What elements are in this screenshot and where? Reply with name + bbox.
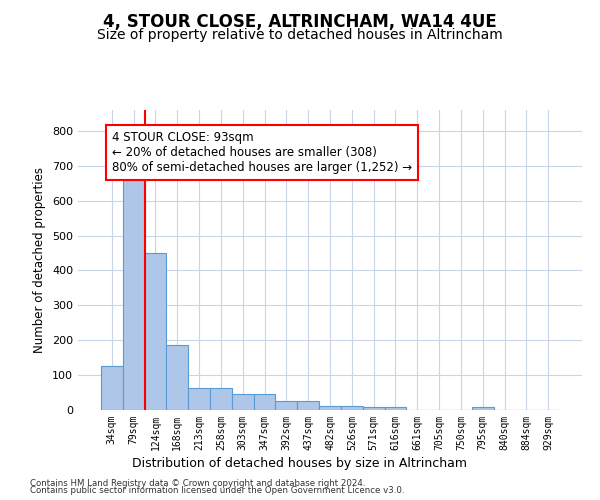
Bar — [319, 406, 341, 410]
Bar — [254, 394, 275, 410]
Text: Distribution of detached houses by size in Altrincham: Distribution of detached houses by size … — [133, 458, 467, 470]
Text: Contains public sector information licensed under the Open Government Licence v3: Contains public sector information licen… — [30, 486, 404, 495]
Bar — [166, 346, 188, 410]
Bar — [210, 388, 232, 410]
Bar — [341, 406, 363, 410]
Bar — [101, 366, 123, 410]
Bar — [472, 407, 494, 410]
Text: 4, STOUR CLOSE, ALTRINCHAM, WA14 4UE: 4, STOUR CLOSE, ALTRINCHAM, WA14 4UE — [103, 12, 497, 30]
Text: Contains HM Land Registry data © Crown copyright and database right 2024.: Contains HM Land Registry data © Crown c… — [30, 478, 365, 488]
Bar — [363, 406, 385, 410]
Text: Size of property relative to detached houses in Altrincham: Size of property relative to detached ho… — [97, 28, 503, 42]
Bar — [188, 388, 210, 410]
Bar — [145, 253, 166, 410]
Bar — [275, 402, 297, 410]
Bar — [232, 394, 254, 410]
Y-axis label: Number of detached properties: Number of detached properties — [34, 167, 46, 353]
Bar — [385, 407, 406, 410]
Text: 4 STOUR CLOSE: 93sqm
← 20% of detached houses are smaller (308)
80% of semi-deta: 4 STOUR CLOSE: 93sqm ← 20% of detached h… — [112, 131, 412, 174]
Bar — [123, 180, 145, 410]
Bar — [297, 402, 319, 410]
